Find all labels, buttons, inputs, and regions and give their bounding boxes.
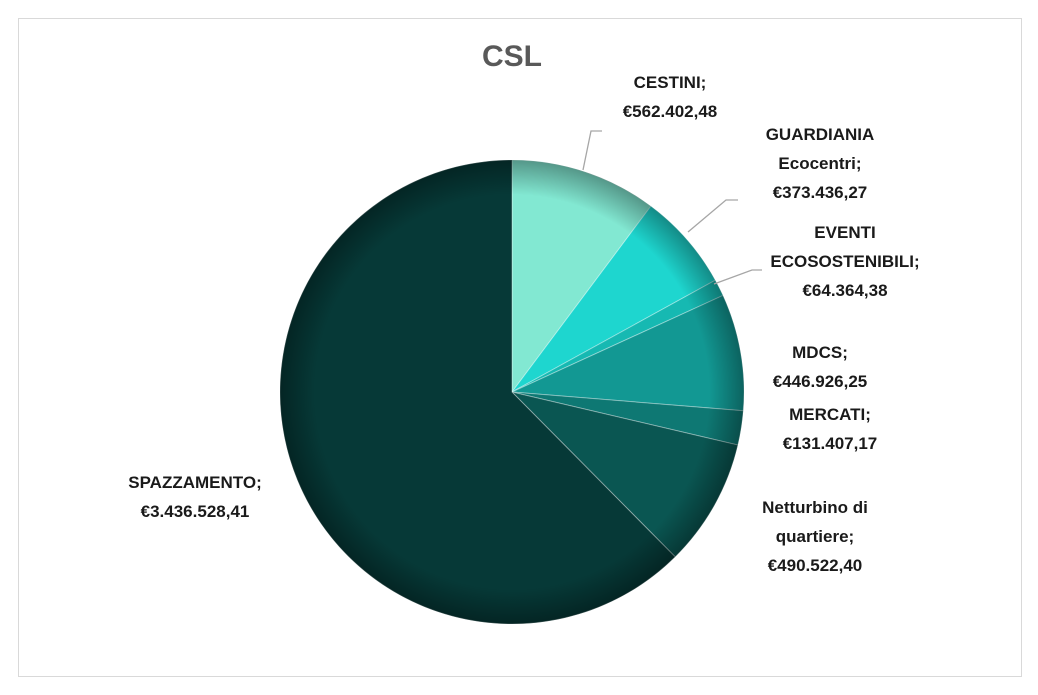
label-value: €64.364,38 (802, 281, 888, 300)
data-label: Netturbino di quartiere; €490.522,40 (745, 493, 885, 580)
leader-line (687, 199, 738, 233)
label-category: CESTINI; (633, 73, 707, 92)
data-label: MERCATI; €131.407,17 (760, 400, 900, 458)
label-value: €373.436,27 (772, 183, 868, 202)
label-category: MDCS; (792, 343, 848, 362)
data-label: CESTINI; €562.402,48 (585, 68, 755, 126)
label-category: MERCATI; (789, 405, 871, 424)
pie (279, 159, 745, 625)
leader-lines (582, 130, 762, 285)
label-value: €490.522,40 (767, 556, 863, 575)
label-value: €562.402,48 (622, 102, 718, 121)
data-label: SPAZZAMENTO; €3.436.528,41 (95, 468, 295, 526)
label-value: €131.407,17 (782, 434, 878, 453)
leader-line (582, 130, 602, 171)
label-category: GUARDIANIA Ecocentri; (765, 125, 875, 173)
label-value: €3.436.528,41 (140, 502, 250, 521)
data-label: GUARDIANIA Ecocentri; €373.436,27 (750, 120, 890, 207)
label-category: SPAZZAMENTO; (128, 473, 262, 492)
data-label: MDCS; €446.926,25 (755, 338, 885, 396)
label-category: EVENTI ECOSOSTENIBILI; (770, 223, 920, 271)
label-category: Netturbino di quartiere; (762, 498, 868, 546)
data-label: EVENTI ECOSOSTENIBILI; €64.364,38 (750, 218, 940, 305)
chart-title: CSL (482, 40, 542, 73)
leader-line (713, 269, 762, 285)
label-value: €446.926,25 (772, 372, 868, 391)
